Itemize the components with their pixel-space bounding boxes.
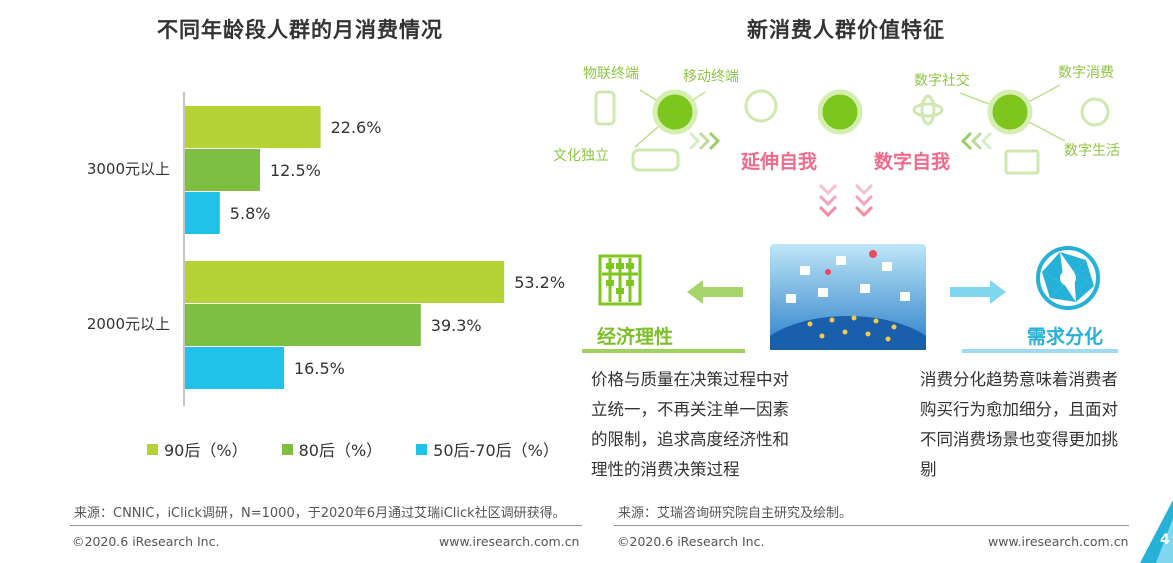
label-digital-consumption: 数字消费 bbox=[1058, 65, 1114, 81]
legend-item: 50后-70后（%） bbox=[416, 437, 559, 461]
board-icon bbox=[1004, 149, 1040, 175]
balloon-icon bbox=[1080, 97, 1110, 127]
label-digital-social: 数字社交 bbox=[914, 73, 970, 89]
left-source: 来源：CNNIC，iClick调研，N=1000，于2020年6月通过艾瑞iCl… bbox=[74, 506, 566, 521]
data-label: 53.2% bbox=[514, 273, 565, 292]
glasses-icon bbox=[631, 148, 680, 172]
left-footer-divider bbox=[70, 525, 582, 526]
arrow-left-icon bbox=[687, 280, 743, 304]
category-label: 3000元以上 bbox=[87, 160, 170, 178]
green-circles bbox=[652, 89, 1033, 135]
atom-icon bbox=[912, 102, 944, 118]
circle-left bbox=[652, 89, 698, 135]
right-title: 新消费人群价值特征 bbox=[747, 18, 945, 42]
light-icons bbox=[594, 89, 1110, 175]
legend-item: 80后（%） bbox=[281, 437, 383, 461]
bar-chart: 3000元以上 22.6% 12.5% 5.8% 2000元以上 53.2% 39.3% 16… bbox=[87, 92, 565, 406]
legend-item: 90后（%） bbox=[147, 437, 248, 461]
green-underline bbox=[582, 349, 745, 353]
legend-label: 90后（%） bbox=[164, 441, 248, 460]
bar bbox=[185, 192, 220, 234]
legend: 90后（%） 80后（%） 50后-70后（%） bbox=[147, 437, 559, 461]
social-network-image bbox=[770, 244, 926, 350]
bar bbox=[185, 304, 421, 346]
bar bbox=[185, 347, 284, 389]
legend-swatch bbox=[416, 443, 428, 455]
circle-middle bbox=[817, 89, 863, 135]
left-copyright: ©2020.6 iResearch Inc. bbox=[72, 534, 220, 549]
demand-differentiation-title: 需求分化 bbox=[1027, 326, 1104, 348]
label-iot-terminal: 物联终端 bbox=[583, 66, 639, 82]
data-label: 16.5% bbox=[294, 359, 345, 378]
page-corner bbox=[1140, 500, 1173, 563]
head-icon bbox=[744, 89, 778, 123]
legend-swatch bbox=[281, 443, 293, 455]
data-label: 22.6% bbox=[331, 118, 382, 137]
data-label: 39.3% bbox=[431, 316, 482, 335]
abacus-icon bbox=[598, 254, 642, 306]
data-label: 12.5% bbox=[270, 161, 321, 180]
chevron-arrows bbox=[688, 131, 993, 218]
category-label: 2000元以上 bbox=[87, 315, 170, 333]
data-label: 5.8% bbox=[230, 204, 271, 223]
label-mobile-terminal: 移动终端 bbox=[683, 69, 739, 85]
tag-digital-self: 数字自我 bbox=[874, 151, 951, 173]
demand-differentiation-text: 消费分化趋势意味着消费者购买行为愈加细分，且面对不同消费场景也变得更加挑剔 bbox=[920, 370, 1118, 479]
left-chart-title: 不同年龄段人群的月消费情况 bbox=[157, 18, 443, 42]
bar bbox=[185, 149, 260, 191]
right-copyright: ©2020.6 iResearch Inc. bbox=[617, 534, 765, 549]
tag-extended-self: 延伸自我 bbox=[741, 151, 818, 173]
legend-swatch bbox=[147, 443, 158, 455]
blue-underline bbox=[962, 349, 1118, 353]
bar bbox=[185, 106, 321, 148]
economic-rationality-text: 价格与质量在决策过程中对立统一，不再关注单一因素的限制，追求高度经济性和理性的消… bbox=[591, 370, 789, 479]
arrow-right-icon bbox=[950, 280, 1006, 304]
right-footer-divider bbox=[614, 525, 1129, 526]
legend-label: 50后-70后（%） bbox=[433, 441, 559, 460]
page-number: 4 bbox=[1160, 532, 1170, 548]
bottle-icon bbox=[594, 90, 616, 126]
right-website: www.iresearch.com.cn bbox=[988, 534, 1129, 549]
left-website: www.iresearch.com.cn bbox=[439, 534, 580, 549]
circle-right bbox=[987, 89, 1033, 135]
bar bbox=[185, 261, 505, 303]
aperture-icon bbox=[1036, 246, 1100, 310]
legend-label: 80后（%） bbox=[298, 441, 383, 460]
economic-rationality-title: 经济理性 bbox=[597, 326, 674, 348]
label-digital-life: 数字生活 bbox=[1064, 143, 1120, 159]
bar-chart-marks: 3000元以上 22.6% 12.5% 5.8% 2000元以上 53.2% 39.3% 16… bbox=[87, 106, 565, 389]
right-source: 来源：艾瑞咨询研究院自主研究及绘制。 bbox=[618, 506, 853, 521]
value-diagram bbox=[594, 84, 1110, 218]
label-cultural-independence: 文化独立 bbox=[553, 148, 609, 164]
